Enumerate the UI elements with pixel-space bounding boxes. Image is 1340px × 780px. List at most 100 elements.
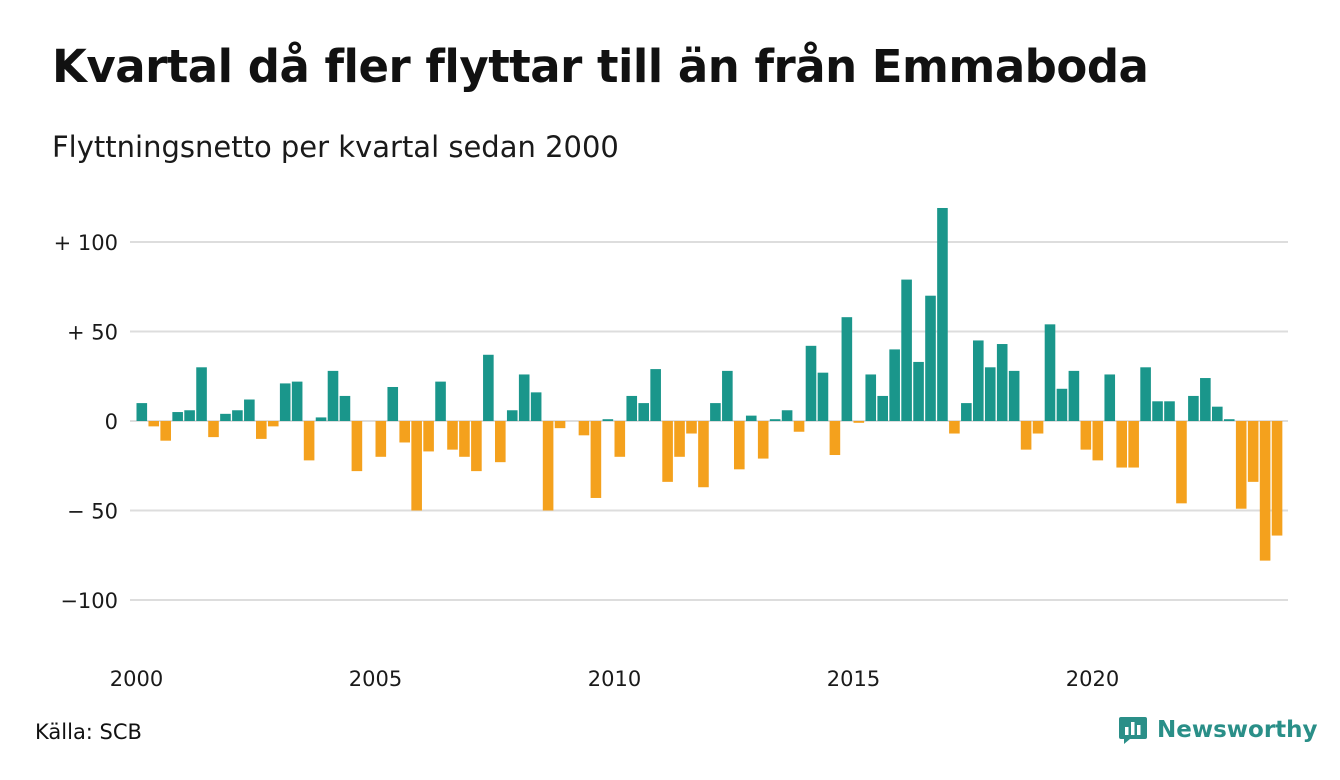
bar-negative — [351, 421, 363, 472]
bar-positive — [745, 415, 757, 421]
bar-positive — [1164, 401, 1175, 421]
y-tick-label: 0 — [105, 410, 118, 434]
bar-negative — [1032, 421, 1044, 434]
newsworthy-logo-icon — [1119, 717, 1147, 744]
bar-positive — [315, 417, 327, 421]
bar-negative — [793, 421, 805, 432]
bar-positive — [781, 410, 793, 421]
bar-negative — [459, 421, 470, 457]
bar-positive — [1056, 388, 1068, 421]
source-note: Källa: SCB — [35, 720, 142, 744]
bar-positive — [650, 369, 661, 421]
bar-positive — [339, 395, 351, 421]
bar-negative — [495, 421, 506, 463]
bar-positive — [506, 410, 518, 421]
bar-negative — [554, 421, 566, 429]
bar-negative — [303, 421, 315, 461]
bar-positive — [913, 361, 924, 421]
bar-negative — [471, 421, 482, 472]
bar-positive — [184, 410, 195, 421]
y-tick-label: + 100 — [54, 231, 118, 255]
x-tick-label: 2005 — [349, 667, 402, 691]
bar-positive — [136, 403, 148, 421]
bar-positive — [1212, 406, 1223, 421]
y-tick-label: −100 — [60, 589, 118, 613]
bar-negative — [208, 421, 219, 438]
bar-negative — [757, 421, 769, 459]
x-tick-label: 2000 — [110, 667, 163, 691]
bar-negative — [267, 421, 279, 427]
bar-positive — [244, 399, 255, 421]
bar-positive — [220, 413, 231, 421]
page-subtitle: Flyttningsnetto per kvartal sedan 2000 — [52, 130, 619, 164]
bars — [136, 207, 1283, 561]
bar-positive — [1223, 419, 1235, 421]
bar-positive — [961, 403, 972, 421]
bar-positive — [1200, 378, 1211, 421]
x-tick-label: 2015 — [827, 667, 880, 691]
bar-negative — [734, 421, 745, 470]
bar-negative — [674, 421, 685, 457]
bar-positive — [1152, 401, 1163, 421]
bar-positive — [722, 370, 733, 421]
bar-positive — [901, 279, 912, 421]
bar-positive — [889, 349, 900, 421]
bar-negative — [375, 421, 387, 457]
bar-positive — [769, 419, 781, 421]
bar-negative — [1259, 421, 1271, 561]
bar-positive — [435, 381, 446, 421]
bar-negative — [148, 421, 160, 427]
bar-positive — [925, 295, 936, 421]
bar-negative — [662, 421, 673, 482]
bar-positive — [841, 317, 853, 421]
bar-positive — [984, 367, 996, 421]
bar-negative — [447, 421, 458, 450]
bar-positive — [996, 344, 1008, 421]
bar-negative — [1128, 421, 1139, 468]
bar-positive — [483, 354, 494, 421]
bar-negative — [542, 421, 554, 511]
bar-positive — [865, 374, 877, 421]
bar-negative — [829, 421, 841, 456]
bar-positive — [710, 403, 721, 421]
bar-positive — [973, 340, 984, 421]
bar-positive — [530, 392, 542, 421]
bar-negative — [698, 421, 709, 488]
bar-negative — [1247, 421, 1259, 482]
x-tick-label: 2010 — [588, 667, 641, 691]
bar-negative — [1116, 421, 1127, 468]
y-tick-label: − 50 — [67, 500, 118, 524]
bar-negative — [256, 421, 267, 439]
bar-positive — [279, 383, 291, 421]
bar-positive — [327, 370, 339, 421]
brand-name: Newsworthy — [1157, 717, 1318, 743]
bar-positive — [937, 207, 948, 421]
bar-negative — [1271, 421, 1283, 536]
bar-negative — [853, 421, 865, 423]
bar-positive — [291, 381, 303, 421]
bar-negative — [423, 421, 434, 452]
brand-logo[interactable]: Newsworthy — [1118, 715, 1318, 745]
bar-negative — [1235, 421, 1247, 509]
bar-positive — [1068, 370, 1080, 421]
x-tick-label: 2020 — [1066, 667, 1119, 691]
bar-negative — [578, 421, 590, 436]
bar-negative — [1080, 421, 1092, 450]
bar-positive — [817, 372, 829, 421]
bar-negative — [160, 421, 171, 441]
bar-positive — [1104, 374, 1116, 421]
bar-positive — [172, 412, 183, 421]
bar-positive — [387, 386, 399, 421]
bar-negative — [949, 421, 960, 434]
bar-positive — [1008, 370, 1020, 421]
x-axis-labels: 2000 2005 2010 2015 2020 — [110, 667, 1119, 691]
bar-negative — [614, 421, 626, 457]
bar-negative — [590, 421, 602, 498]
bar-positive — [626, 395, 638, 421]
bar-positive — [1140, 367, 1151, 421]
bar-negative — [1176, 421, 1187, 504]
bar-positive — [805, 345, 817, 421]
bar-positive — [518, 374, 530, 421]
bar-positive — [196, 367, 207, 421]
y-tick-label: + 50 — [67, 321, 118, 345]
